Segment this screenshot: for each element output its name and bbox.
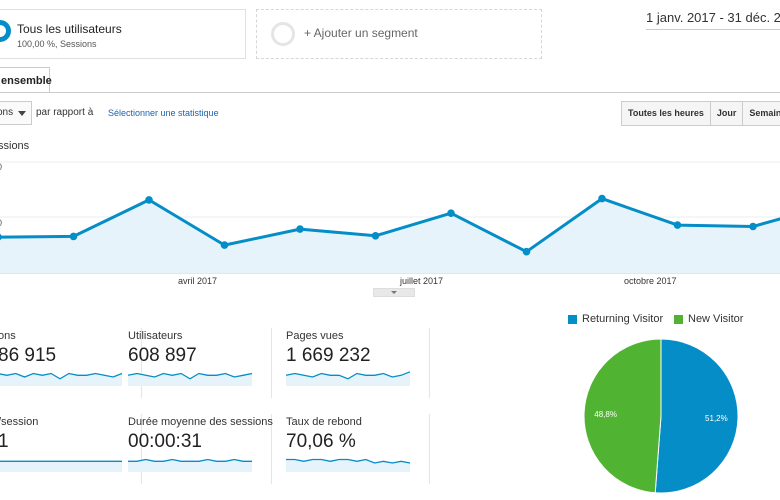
scorecard-label: ons <box>0 330 16 342</box>
returning-swatch-icon <box>568 314 577 324</box>
data-point-0 <box>0 233 2 241</box>
x-tick-july: juillet 2017 <box>400 276 444 286</box>
collapse-arrow-icon <box>391 291 397 294</box>
data-point-10 <box>749 222 757 231</box>
y-tick-middle: 00 <box>0 218 2 228</box>
sparkline-area <box>0 461 122 472</box>
legend-new-visitor[interactable]: New Visitor <box>674 313 743 325</box>
data-point-8 <box>598 194 606 203</box>
scorecard-value: 1 669 232 <box>286 345 371 366</box>
sparkline-area <box>128 373 252 386</box>
button-hourly[interactable]: Toutes les heures <box>622 102 711 125</box>
data-point-9 <box>673 221 682 229</box>
scorecard-0[interactable]: ons 86 915 <box>0 328 142 398</box>
scorecard-value: 608 897 <box>128 345 197 366</box>
scorecard-value: 1 <box>0 431 9 452</box>
sessions-line <box>0 197 780 254</box>
scorecard-value: 70,06 % <box>286 431 356 452</box>
pie-slice-0 <box>654 338 739 494</box>
scorecard-value: 86 915 <box>0 345 57 366</box>
visitor-type-pie-chart: 51,2% 48,8% <box>583 338 739 494</box>
scorecard-2[interactable]: Pages vues 1 669 232 <box>278 328 430 398</box>
legend-returning-label: Returning Visitor <box>582 313 664 325</box>
metric-dropdown[interactable]: ons <box>0 101 32 125</box>
sparkline-line <box>286 458 411 464</box>
chart-legend-sessions: ssions <box>0 140 29 152</box>
data-point-5 <box>371 232 380 240</box>
add-segment-label: + Ajouter un segment <box>304 26 418 40</box>
x-tick-october: octobre 2017 <box>624 276 677 286</box>
sparkline-area <box>128 459 252 472</box>
time-granularity-buttons: Toutes les heures Jour Semaine <box>621 101 780 126</box>
y-tick-top: 00 <box>0 162 2 172</box>
chevron-down-icon <box>18 111 26 116</box>
sparkline <box>0 460 122 472</box>
sparkline <box>0 372 123 386</box>
scorecard-5[interactable]: Taux de rebond 70,06 % <box>278 414 430 484</box>
scorecard-label: Durée moyenne des sessions <box>128 416 273 428</box>
compare-label: par rapport à <box>36 107 94 118</box>
data-point-6 <box>447 209 455 217</box>
data-point-7 <box>522 247 531 256</box>
metric-dropdown-value: ons <box>0 107 14 118</box>
add-segment-card[interactable]: + Ajouter un segment <box>256 9 542 59</box>
button-day[interactable]: Jour <box>711 102 744 125</box>
segment-card-all-users[interactable]: Tous les utilisateurs 100,00 %, Sessions <box>0 9 246 59</box>
sparkline-line <box>285 371 411 380</box>
data-point-4 <box>296 225 304 233</box>
pie-slice-1 <box>583 338 662 494</box>
new-swatch-icon <box>674 314 683 324</box>
segment-ring-icon <box>0 20 11 42</box>
tab-divider <box>0 92 780 93</box>
sparkline-area <box>0 373 122 386</box>
scorecard-label: /session <box>0 416 39 428</box>
x-tick-april: avril 2017 <box>178 276 218 286</box>
button-week[interactable]: Semaine <box>749 108 780 118</box>
segment-subtitle: 100,00 %, Sessions <box>17 39 97 49</box>
scorecard-4[interactable]: Durée moyenne des sessions 00:00:31 <box>120 414 273 484</box>
tab-overview[interactable]: ensemble <box>0 67 52 93</box>
date-range-picker[interactable]: 1 janv. 2017 - 31 déc. 2017 <box>646 10 780 30</box>
sessions-area-chart <box>0 161 780 274</box>
legend-label: ssions <box>0 140 30 152</box>
sparkline <box>286 458 411 472</box>
sparkline <box>285 371 411 386</box>
empty-segment-ring-icon <box>271 22 295 46</box>
scorecard-label: Utilisateurs <box>128 330 183 342</box>
sparkline-line <box>0 372 123 380</box>
scorecard-label: Taux de rebond <box>286 416 362 428</box>
sessions-area-fill <box>0 198 780 273</box>
scorecard-value: 00:00:31 <box>128 431 202 452</box>
pie-slice-label-1: 48,8% <box>594 410 617 419</box>
pie-slice-label-0: 51,2% <box>705 414 728 423</box>
sparkline-line <box>127 372 253 380</box>
sparkline <box>128 458 252 472</box>
data-point-2 <box>145 196 153 204</box>
sparkline <box>127 372 253 386</box>
sparkline-line <box>128 458 252 462</box>
data-point-1 <box>69 232 78 241</box>
segment-title: Tous les utilisateurs <box>17 22 122 36</box>
data-point-3 <box>220 241 229 249</box>
scorecard-1[interactable]: Utilisateurs 608 897 <box>120 328 272 398</box>
legend-new-label: New Visitor <box>688 313 744 325</box>
scorecard-label: Pages vues <box>286 330 344 342</box>
select-metric-link[interactable]: Sélectionner une statistique <box>108 108 219 118</box>
chart-collapse-handle[interactable] <box>373 288 415 297</box>
legend-returning-visitor[interactable]: Returning Visitor <box>568 313 663 325</box>
scorecard-3[interactable]: /session 1 <box>0 414 142 484</box>
